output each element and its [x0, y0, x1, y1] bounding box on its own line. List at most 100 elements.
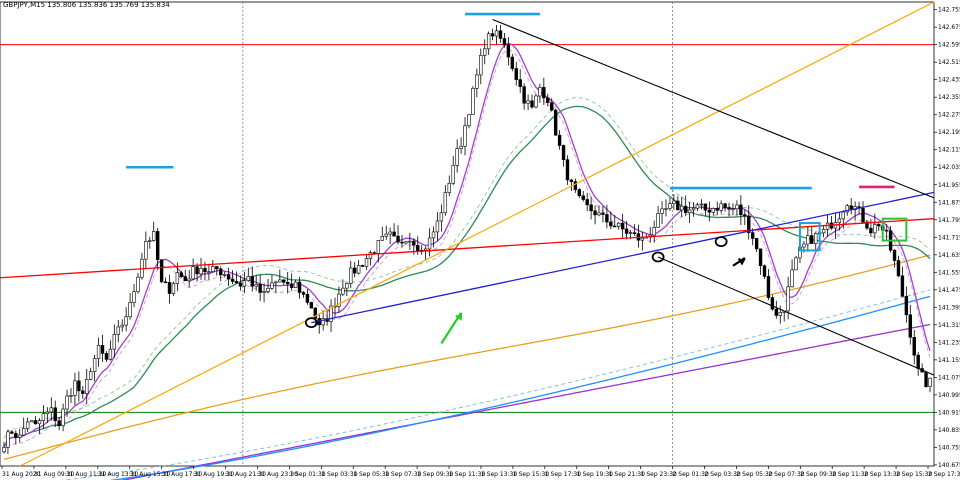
candle-body[interactable]: [924, 371, 928, 387]
candle-body[interactable]: [683, 205, 688, 214]
candle-body[interactable]: [502, 38, 507, 46]
candle-body[interactable]: [96, 345, 101, 359]
ma-slow-blue-dashed[interactable]: [4, 289, 931, 480]
candle-body[interactable]: [451, 165, 455, 184]
candle-body[interactable]: [242, 280, 247, 287]
candle-body[interactable]: [45, 411, 50, 414]
candle-body[interactable]: [821, 229, 826, 234]
candle-body[interactable]: [727, 207, 731, 210]
candle-body[interactable]: [234, 281, 239, 284]
candle-body[interactable]: [152, 231, 156, 241]
candle-body[interactable]: [112, 334, 117, 350]
candle-body[interactable]: [6, 431, 10, 448]
candle-body[interactable]: [18, 434, 22, 438]
candle-body[interactable]: [597, 212, 601, 216]
candle-body[interactable]: [356, 265, 361, 274]
candle-body[interactable]: [928, 377, 932, 387]
candle-body[interactable]: [865, 221, 869, 229]
candle-body[interactable]: [735, 204, 739, 210]
candle-body[interactable]: [128, 302, 132, 318]
candle-body[interactable]: [329, 305, 333, 322]
candle-body[interactable]: [199, 268, 203, 275]
candle-body[interactable]: [349, 267, 353, 284]
candle-body[interactable]: [179, 272, 184, 277]
candle-body[interactable]: [861, 208, 865, 223]
candle-body[interactable]: [873, 224, 877, 234]
candle-body[interactable]: [258, 283, 262, 293]
candle-body[interactable]: [617, 222, 621, 227]
candle-body[interactable]: [187, 278, 191, 282]
candle-body[interactable]: [624, 228, 629, 234]
candle-body[interactable]: [837, 218, 842, 223]
candle-body[interactable]: [577, 189, 582, 197]
candle-body[interactable]: [711, 208, 715, 213]
candle-body[interactable]: [215, 266, 219, 270]
candle-body[interactable]: [207, 271, 211, 273]
candle-body[interactable]: [869, 227, 873, 234]
candle-body[interactable]: [766, 276, 771, 298]
candle-body[interactable]: [408, 240, 412, 243]
candle-body[interactable]: [522, 86, 526, 104]
candle-body[interactable]: [132, 291, 136, 303]
candle-body[interactable]: [723, 203, 727, 208]
candle-body[interactable]: [211, 266, 215, 272]
channel-lower-line[interactable]: [657, 256, 935, 376]
candle-body[interactable]: [120, 324, 124, 328]
candle-body[interactable]: [877, 224, 881, 227]
candle-body[interactable]: [85, 379, 89, 394]
candle-body[interactable]: [605, 214, 609, 223]
candle-body[interactable]: [565, 159, 570, 181]
candle-body[interactable]: [758, 248, 763, 267]
candle-body[interactable]: [191, 266, 195, 280]
candle-body[interactable]: [423, 248, 428, 251]
candle-body[interactable]: [435, 220, 440, 233]
candle-body[interactable]: [427, 237, 432, 250]
candle-body[interactable]: [108, 348, 113, 360]
ma-slow-blue[interactable]: [4, 295, 931, 480]
candle-body[interactable]: [250, 276, 254, 287]
candle-body[interactable]: [360, 265, 365, 267]
candle-body[interactable]: [376, 240, 381, 254]
candle-body[interactable]: [510, 56, 515, 69]
candle-body[interactable]: [747, 215, 751, 233]
candle-body[interactable]: [309, 302, 314, 309]
candle-body[interactable]: [628, 232, 633, 234]
candle-body[interactable]: [494, 30, 499, 37]
candle-body[interactable]: [301, 292, 306, 295]
candle-body[interactable]: [459, 145, 463, 150]
candle-body[interactable]: [238, 282, 243, 287]
candle-body[interactable]: [794, 257, 798, 271]
candle-body[interactable]: [61, 408, 65, 427]
candle-body[interactable]: [293, 281, 298, 288]
candle-body[interactable]: [538, 87, 542, 97]
candle-body[interactable]: [467, 114, 471, 127]
ma-slow-orange[interactable]: [3, 254, 931, 461]
candle-body[interactable]: [2, 447, 6, 453]
candle-body[interactable]: [506, 44, 511, 58]
candle-body[interactable]: [652, 227, 656, 236]
candle-body[interactable]: [691, 207, 696, 211]
candle-body[interactable]: [77, 380, 81, 392]
candle-body[interactable]: [900, 275, 905, 297]
candle-body[interactable]: [246, 276, 251, 282]
candle-body[interactable]: [790, 269, 794, 288]
candle-body[interactable]: [100, 345, 105, 354]
candle-body[interactable]: [490, 33, 495, 37]
candle-body[interactable]: [380, 236, 384, 241]
candle-body[interactable]: [687, 209, 692, 214]
candle-body[interactable]: [825, 222, 830, 230]
candle-body[interactable]: [514, 68, 518, 80]
candle-body[interactable]: [573, 181, 578, 190]
candle-body[interactable]: [640, 237, 645, 241]
green-box-retest-2sep[interactable]: [881, 217, 908, 242]
candle-body[interactable]: [49, 407, 53, 413]
candle-body[interactable]: [908, 314, 912, 338]
green-arrow-uptrend-head[interactable]: [455, 312, 463, 321]
candle-body[interactable]: [266, 288, 270, 292]
candle-body[interactable]: [364, 258, 369, 267]
candle-body[interactable]: [486, 33, 491, 50]
candle-body[interactable]: [148, 240, 152, 242]
candle-body[interactable]: [754, 238, 759, 250]
